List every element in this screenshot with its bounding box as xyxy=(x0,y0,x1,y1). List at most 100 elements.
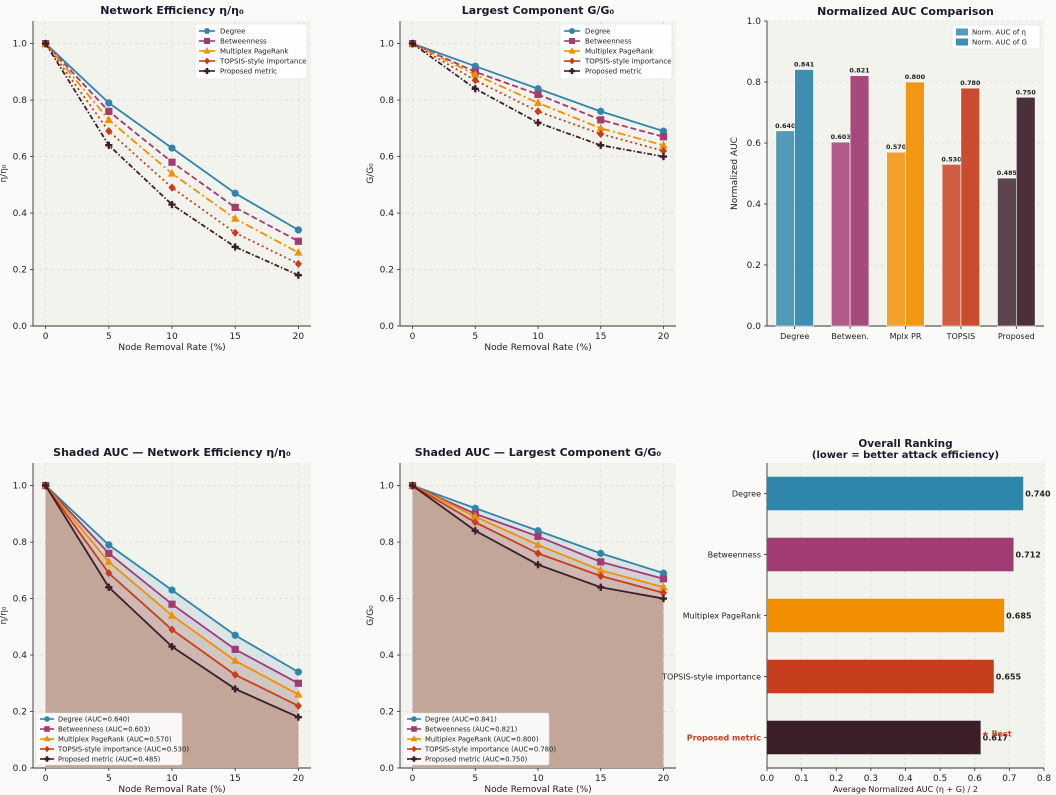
legend-marker xyxy=(44,726,50,732)
data-point xyxy=(597,558,605,566)
data-point xyxy=(231,243,239,251)
legend-label: Degree xyxy=(220,28,245,36)
x-tick-label: 5 xyxy=(106,774,112,784)
legend-label: TOPSIS-style importance xyxy=(219,58,307,66)
y-tick-label: 0.8 xyxy=(380,96,395,106)
data-point xyxy=(105,569,113,578)
data-point xyxy=(534,107,542,116)
chart-title: Largest Component G/G₀ xyxy=(462,4,615,17)
data-point xyxy=(659,140,668,149)
chart-title: Shaded AUC — Network Efficiency η/η₀ xyxy=(53,446,291,459)
data-point xyxy=(231,631,239,639)
data-point xyxy=(42,481,50,490)
x-tick-label: 5 xyxy=(472,774,478,784)
data-point xyxy=(168,144,176,152)
legend-label: Multiplex PageRank xyxy=(585,48,654,56)
data-point xyxy=(105,107,113,115)
x-tick-label: 15 xyxy=(229,332,240,342)
y-tick-label: 0.2 xyxy=(747,261,761,271)
data-point xyxy=(659,152,668,161)
data-point xyxy=(659,127,668,135)
x-tick-label: Mplx PR xyxy=(890,332,922,341)
data-point xyxy=(168,642,176,651)
y-tick-label: Multiplex PageRank xyxy=(683,612,762,621)
data-point xyxy=(596,565,605,574)
y-tick-label: 0.2 xyxy=(13,266,27,276)
chart-subtitle: (lower = better attack efficiency) xyxy=(812,450,999,461)
legend-label: Proposed metric xyxy=(220,68,277,76)
y-tick-label: 0.4 xyxy=(13,651,28,661)
x-axis-label: Average Normalized AUC (η + G) / 2 xyxy=(833,785,978,794)
y-tick-label: 0.6 xyxy=(13,153,28,163)
bar-value-label: 0.655 xyxy=(996,673,1022,682)
y-tick-label: 1.0 xyxy=(380,40,395,50)
bar xyxy=(794,69,814,327)
legend-marker xyxy=(569,68,575,74)
bar xyxy=(997,177,1017,327)
x-tick-label: 15 xyxy=(595,774,606,784)
y-tick-label: 0.0 xyxy=(747,322,762,332)
x-tick-label: 0.7 xyxy=(1002,774,1016,784)
y-tick-label: TOPSIS-style importance xyxy=(661,673,761,682)
data-point xyxy=(167,168,177,177)
bar-value-label: 0.841 xyxy=(794,60,814,68)
x-tick-label: Proposed xyxy=(998,332,1035,341)
y-tick-label: 0.6 xyxy=(13,595,28,605)
y-tick-label: 1.0 xyxy=(13,40,28,50)
x-tick-label: 0 xyxy=(410,774,416,784)
data-point xyxy=(471,527,479,535)
data-point xyxy=(597,583,605,591)
data-point xyxy=(105,141,113,149)
data-point xyxy=(597,141,605,149)
data-point xyxy=(659,133,668,141)
legend xyxy=(194,23,308,80)
bar xyxy=(767,476,1024,511)
p2-panel: 0 5 10 15 20 0.0 0.2 0.4 0.6 0.8 1.0 Largest Compon… xyxy=(366,4,676,353)
data-point xyxy=(294,237,302,245)
data-point xyxy=(168,600,176,608)
data-point xyxy=(597,129,605,139)
x-tick-label: 0.3 xyxy=(864,774,878,784)
data-point xyxy=(231,656,240,664)
data-point xyxy=(168,200,176,209)
legend-label: TOPSIS-style importance xyxy=(584,58,672,66)
bar-value-label: 0.780 xyxy=(960,79,981,87)
bar xyxy=(767,659,994,694)
bar xyxy=(767,720,981,755)
legend-marker xyxy=(44,745,50,753)
data-point xyxy=(659,569,668,577)
x-tick-label: 5 xyxy=(106,332,112,342)
bar xyxy=(767,598,1005,633)
data-point xyxy=(534,119,542,127)
bar xyxy=(1015,96,1036,327)
bar-value-label: 0.603 xyxy=(831,133,851,141)
legend-label: Degree (AUC=0.841) xyxy=(425,716,497,724)
x-tick-label: 20 xyxy=(293,332,305,342)
legend-marker xyxy=(204,68,210,74)
p4-panel: 0 5 10 15 20 0.0 0.2 0.4 0.6 0.8 1.0 Shaded AUC — N… xyxy=(0,446,311,795)
legend-marker xyxy=(569,57,575,65)
data-point xyxy=(168,586,176,594)
x-tick-label: 0.4 xyxy=(898,774,913,784)
x-tick-label: 0.8 xyxy=(1037,774,1052,784)
legend-marker xyxy=(44,756,50,762)
legend-label: Proposed metric (AUC=0.750) xyxy=(425,756,528,764)
x-tick-label: 5 xyxy=(472,332,478,342)
x-tick-label: 0.1 xyxy=(794,774,808,784)
legend-label: Betweenness xyxy=(585,38,632,46)
x-tick-label: 10 xyxy=(532,774,544,784)
data-point xyxy=(231,189,239,197)
data-point xyxy=(471,518,479,527)
x-axis-label: Node Removal Rate (%) xyxy=(118,785,225,795)
y-tick-label: 1.0 xyxy=(13,482,28,492)
y-tick-label: Degree xyxy=(732,490,761,499)
data-point xyxy=(294,679,302,687)
legend-marker xyxy=(44,716,50,722)
y-tick-label: 0.8 xyxy=(380,538,395,548)
bar-value-label: 0.750 xyxy=(1016,88,1037,96)
bar-value-label: 0.570 xyxy=(886,143,907,151)
legend-label: Multiplex PageRank (AUC=0.800) xyxy=(425,736,539,744)
legend-label: Proposed metric (AUC=0.485) xyxy=(58,756,161,764)
data-point xyxy=(105,99,113,107)
